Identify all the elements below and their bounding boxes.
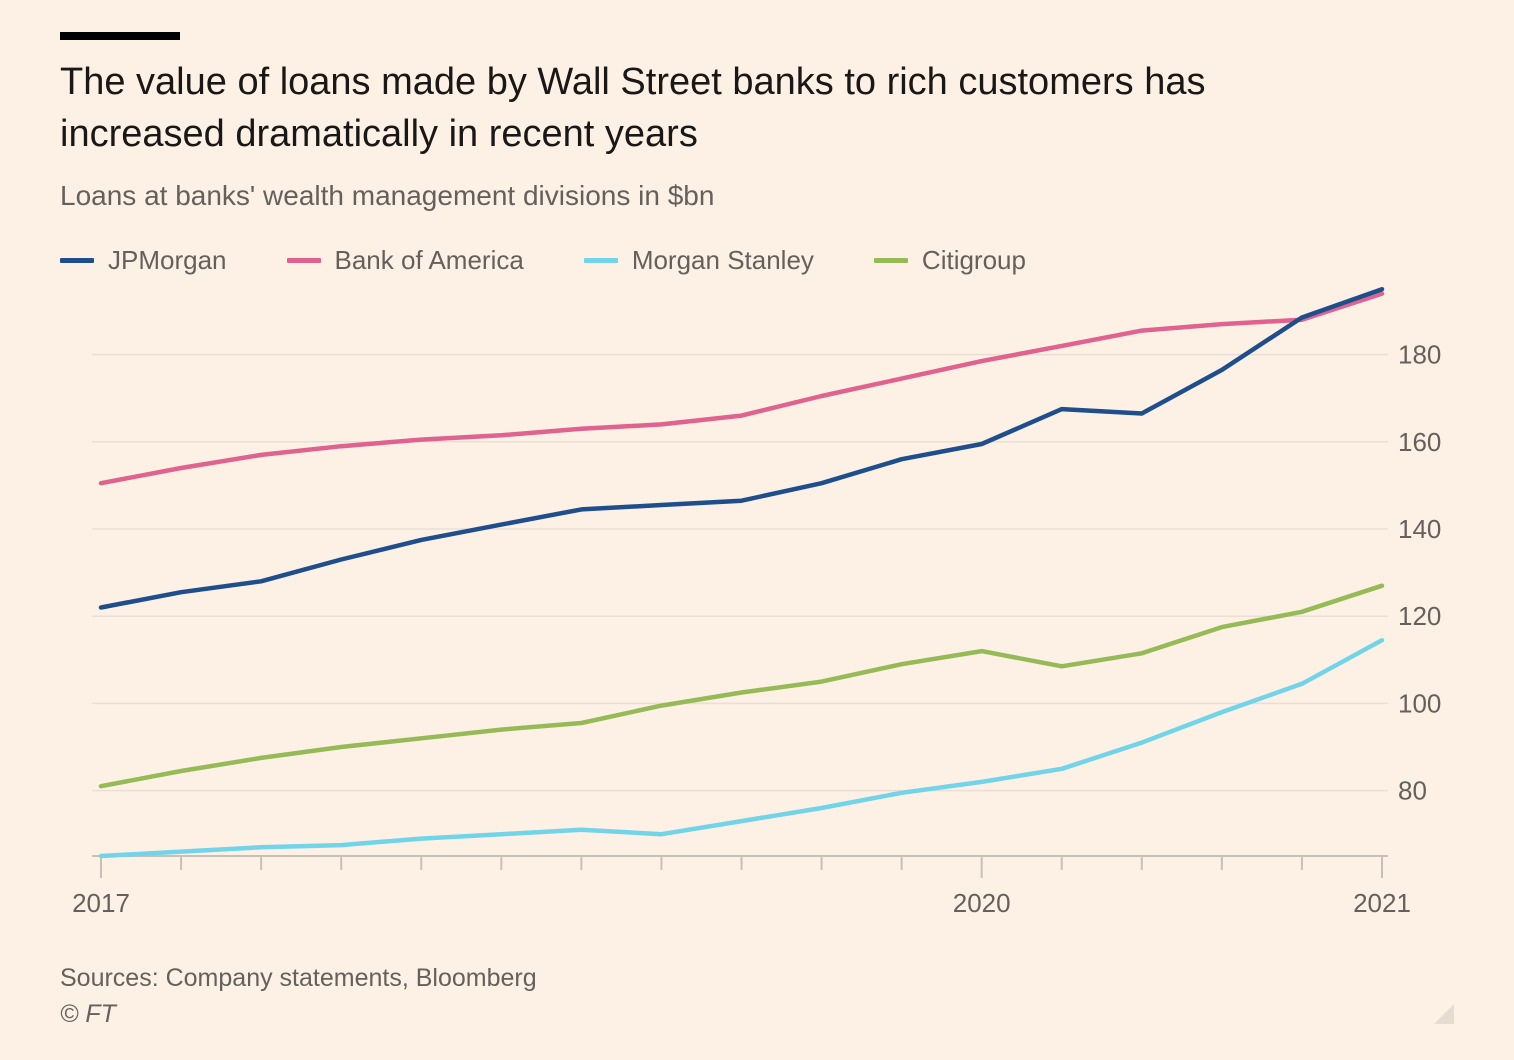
series-line-bank-of-america	[98, 291, 1385, 486]
legend-item-jpmorgan: JPMorgan	[60, 245, 227, 276]
legend-swatch-citigroup	[873, 257, 908, 263]
y-tick-label-80: 80	[1398, 776, 1427, 806]
legend-item-citigroup: Citigroup	[873, 244, 1026, 276]
legend-swatch-bank-of-america	[286, 257, 321, 263]
legend-label-jpmorgan: JPMorgan	[108, 244, 227, 275]
y-tick-label-180: 180	[1398, 340, 1441, 370]
chart-subtitle: Loans at banks' wealth management divisi…	[60, 180, 715, 211]
resize-handle-icon[interactable]	[1434, 1004, 1454, 1024]
y-tick-label-160: 160	[1398, 427, 1441, 457]
x-tick-label-2021: 2021	[1353, 888, 1411, 918]
legend-swatch-jpmorgan	[60, 257, 94, 263]
series-line-jpmorgan	[98, 286, 1385, 610]
legend-label-bank-of-america: Bank of America	[334, 244, 524, 275]
copyright-note: © FT	[60, 1000, 116, 1028]
legend-label-citigroup: Citigroup	[921, 244, 1026, 275]
source-note: Sources: Company statements, Bloomberg	[60, 964, 537, 992]
line-chart: 80 100 120 140 160 180 2017 2020 2021	[72, 286, 1441, 918]
y-tick-label-140: 140	[1398, 514, 1441, 544]
legend-label-morgan-stanley: Morgan Stanley	[631, 244, 814, 275]
legend-item-bank-of-america: Bank of America	[286, 244, 524, 276]
legend-item-morgan-stanley: Morgan Stanley	[583, 244, 814, 276]
y-tick-label-120: 120	[1398, 601, 1441, 631]
chart-title: The value of loans made by Wall Street b…	[60, 61, 1206, 155]
series-line-citigroup	[98, 583, 1385, 789]
chart-legend: JPMorgan Bank of America Morgan Stanley …	[60, 240, 1086, 280]
legend-swatch-morgan-stanley	[583, 257, 618, 263]
header-accent-bar	[60, 32, 180, 40]
series-line-morgan-stanley	[98, 637, 1385, 859]
x-tick-label-2017: 2017	[72, 888, 130, 918]
y-tick-label-100: 100	[1398, 688, 1441, 718]
x-tick-label-2020: 2020	[953, 888, 1011, 918]
